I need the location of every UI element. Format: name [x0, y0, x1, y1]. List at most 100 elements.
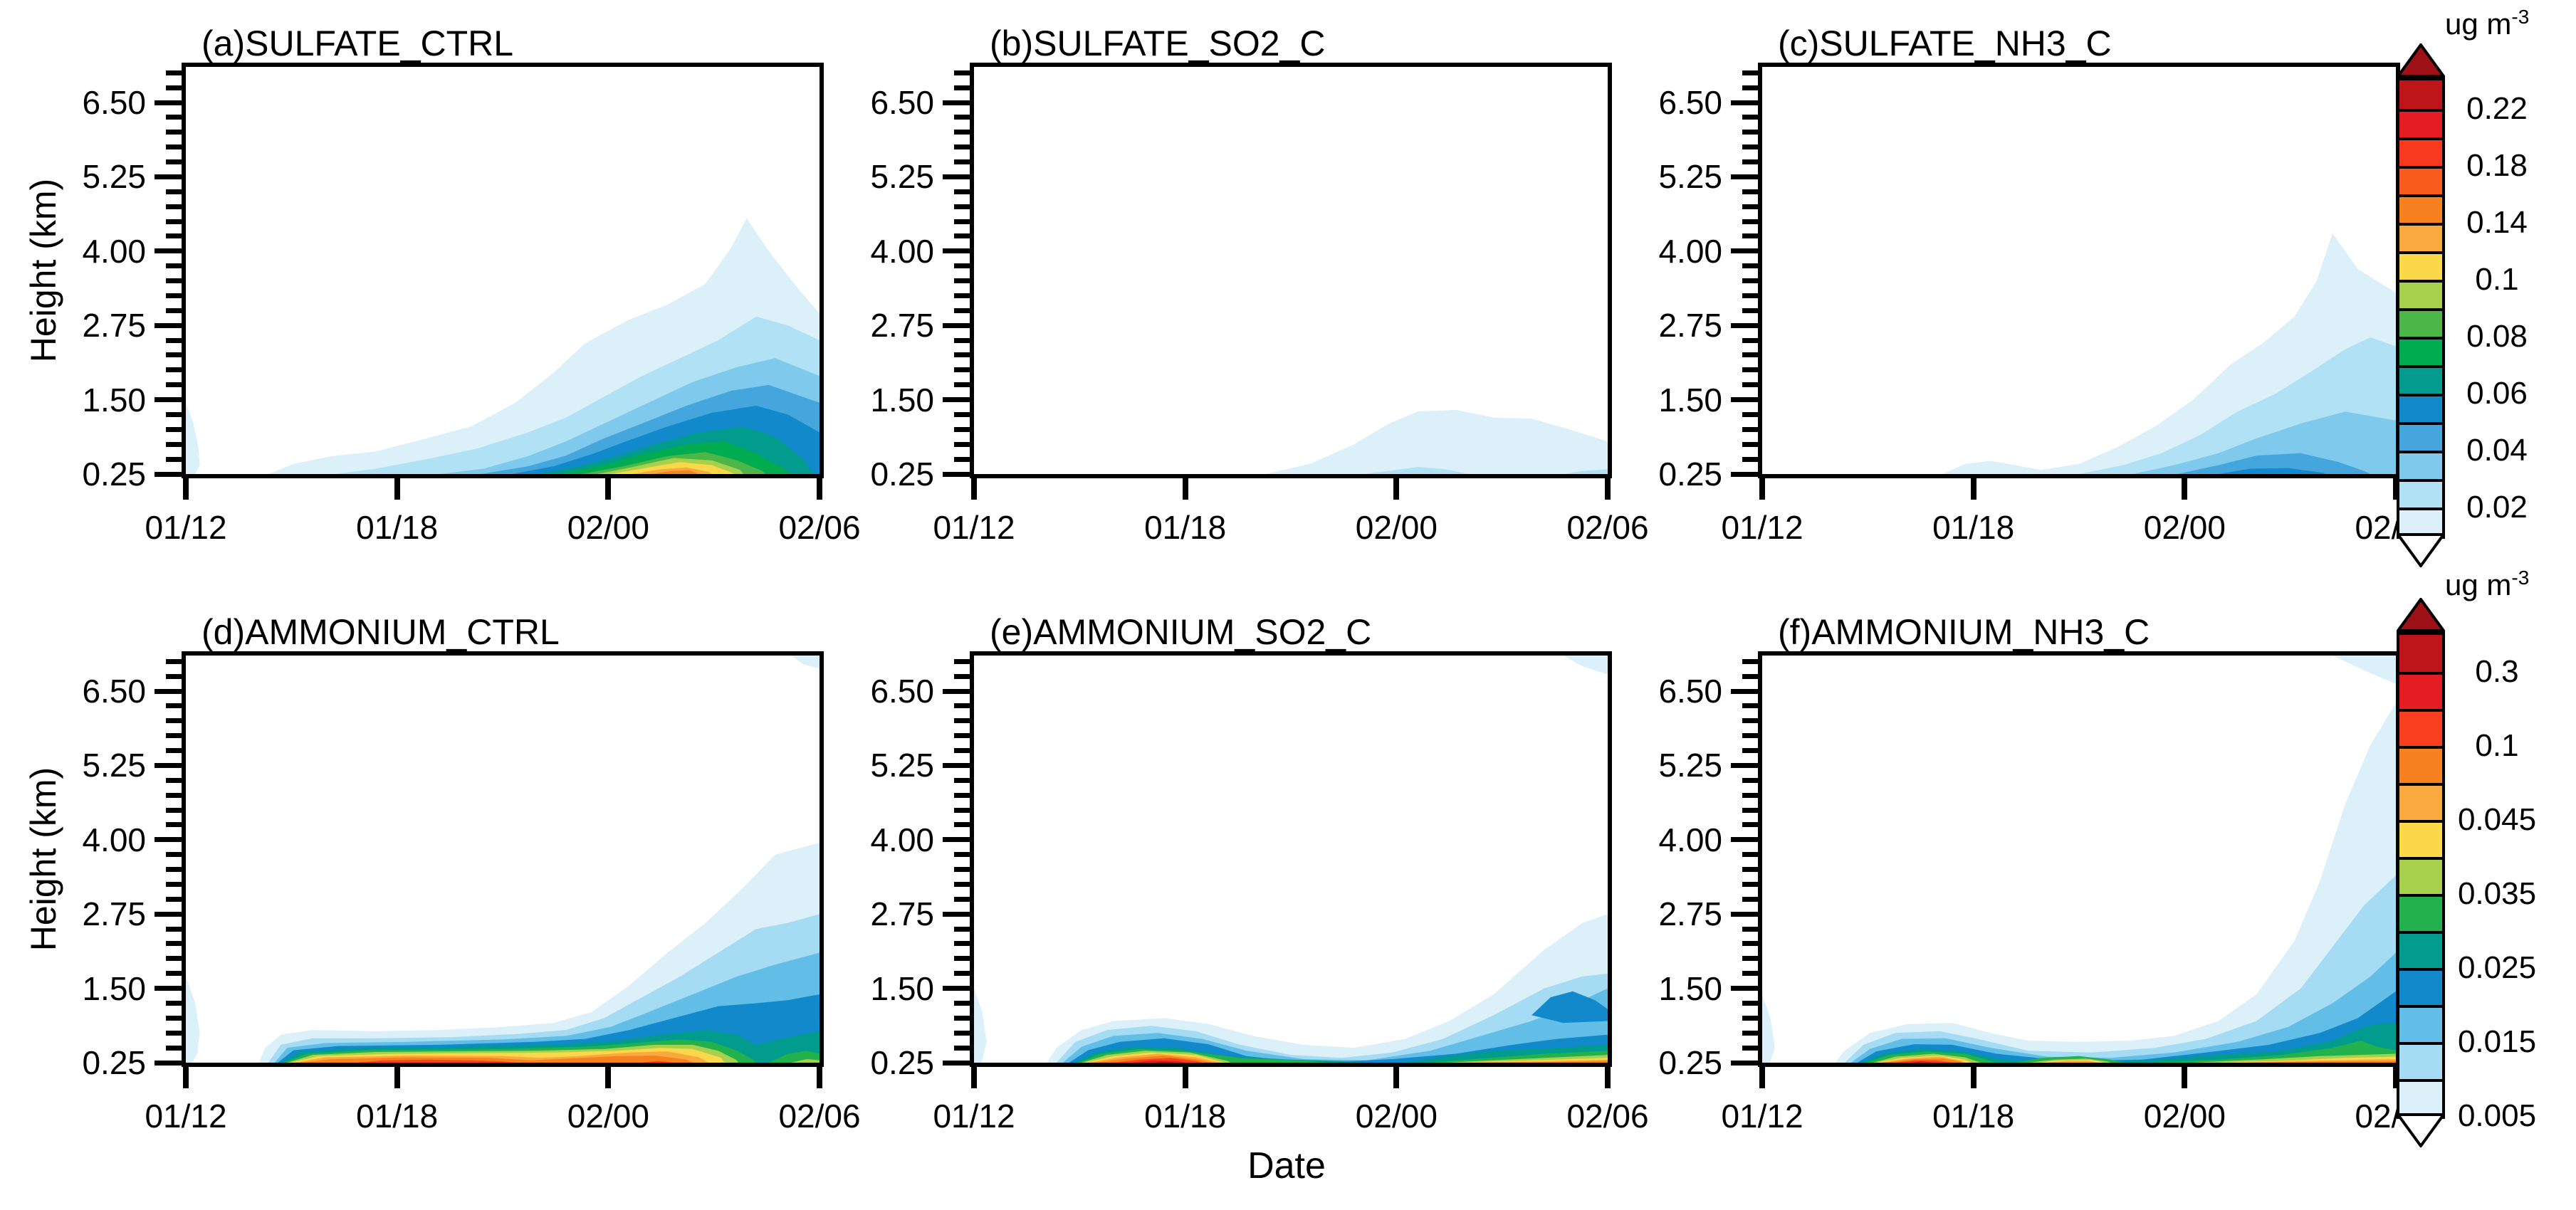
y-minor-tick — [166, 367, 182, 373]
colorbar-segment — [2399, 337, 2442, 365]
y-tick-label: 6.50 — [1658, 84, 1722, 122]
contour-region-ge-0.04 — [2177, 453, 2371, 474]
colorbar-tick-label: 0.1 — [2475, 262, 2519, 297]
x-major-tick — [1182, 1067, 1188, 1088]
colorbar-segment — [2399, 365, 2442, 394]
y-minor-tick — [166, 792, 182, 798]
x-major-tick — [2182, 1067, 2188, 1088]
x-major-tick — [1970, 478, 1976, 500]
y-major-tick — [155, 911, 182, 917]
y-major-tick — [943, 248, 970, 254]
colorbar-segment — [2399, 931, 2442, 968]
x-tick-label: 01/18 — [1144, 509, 1227, 546]
y-minor-tick — [954, 792, 970, 798]
colorbar-unit-label: ug m-3 — [2445, 567, 2529, 602]
y-minor-tick — [166, 189, 182, 194]
y-minor-tick — [1742, 748, 1758, 754]
colorbar-segment — [2399, 194, 2442, 223]
contour-region-ge-0.1 — [642, 1061, 674, 1063]
y-minor-tick — [1742, 411, 1758, 417]
y-major-tick — [943, 174, 970, 179]
contour-region-ge-0.1 — [1113, 1058, 1203, 1063]
x-major-tick — [971, 1067, 977, 1088]
colorbar-tick-label: 0.22 — [2466, 91, 2528, 126]
y-minor-tick — [1742, 307, 1758, 313]
y-tick-label: 4.00 — [870, 821, 934, 858]
colorbar-segment — [2399, 223, 2442, 251]
contour-region-ge-0.01 — [186, 402, 200, 474]
y-tick-label: 1.50 — [870, 969, 934, 1007]
y-minor-tick — [954, 70, 970, 75]
y-major-tick — [943, 837, 970, 843]
x-major-tick — [1393, 1067, 1400, 1088]
x-tick-label: 02/00 — [567, 509, 649, 546]
y-tick-label: 2.75 — [1658, 895, 1722, 933]
y-minor-tick — [166, 85, 182, 90]
colorbar-segment — [2399, 1042, 2442, 1079]
y-minor-tick — [1742, 1045, 1758, 1051]
colorbar-over-arrow-icon — [2397, 598, 2445, 632]
colorbar-segment — [2399, 137, 2442, 166]
colorbar-segment — [2399, 1005, 2442, 1042]
x-tick-label: 02/06 — [778, 1098, 861, 1135]
x-tick-label: 02/06 — [1566, 509, 1649, 546]
y-minor-tick — [954, 1030, 970, 1036]
y-minor-tick — [1742, 896, 1758, 902]
x-axis-label: Date — [1247, 1145, 1326, 1187]
x-major-tick — [971, 478, 977, 500]
contour-region-ge-0.2 — [1132, 1060, 1187, 1063]
y-minor-tick — [954, 748, 970, 754]
contour-plot — [1762, 656, 2396, 1063]
y-tick-label: 2.75 — [82, 307, 146, 344]
x-tick-label: 01/18 — [1144, 1098, 1227, 1135]
y-tick-label: 0.25 — [870, 456, 934, 493]
y-minor-tick — [954, 733, 970, 739]
y-minor-tick — [166, 658, 182, 664]
colorbar-unit-exponent: -3 — [2511, 567, 2530, 589]
y-minor-tick — [166, 926, 182, 932]
y-minor-tick — [166, 456, 182, 462]
y-minor-tick — [1742, 733, 1758, 739]
y-tick-label: 0.25 — [1658, 456, 1722, 493]
y-major-tick — [943, 322, 970, 328]
y-minor-tick — [166, 881, 182, 887]
y-tick-label: 4.00 — [1658, 232, 1722, 270]
y-minor-tick — [166, 867, 182, 873]
y-major-tick — [943, 762, 970, 768]
y-minor-tick — [954, 1045, 970, 1051]
y-minor-tick — [954, 456, 970, 462]
y-minor-tick — [954, 263, 970, 269]
colorbar-tick-label: 0.005 — [2457, 1098, 2537, 1133]
y-major-tick — [1731, 248, 1758, 254]
y-major-tick — [1731, 986, 1758, 991]
panel-title: (d)AMMONIUM_CTRL — [201, 612, 560, 652]
contour-region-ge-0.035 — [790, 1059, 820, 1063]
y-minor-tick — [1742, 941, 1758, 947]
y-major-tick — [943, 397, 970, 403]
x-tick-label: 02/06 — [2355, 509, 2437, 546]
contour-region-ge-0.2 — [1907, 1061, 1935, 1063]
x-tick-label: 02/06 — [1566, 1098, 1649, 1135]
y-minor-tick — [954, 673, 970, 679]
panel-title: (e)AMMONIUM_SO2_C — [990, 612, 1372, 652]
y-major-tick — [1731, 174, 1758, 179]
colorbar-tick-label: 0.035 — [2457, 876, 2537, 911]
y-minor-tick — [1742, 159, 1758, 165]
y-minor-tick — [954, 1015, 970, 1021]
y-minor-tick — [1742, 1015, 1758, 1021]
contour-region-ge-0.005 — [974, 988, 987, 1063]
colorbar-segment — [2399, 394, 2442, 422]
plot-area — [186, 656, 820, 1063]
colorbar-tick-label: 0.025 — [2457, 950, 2537, 985]
x-tick-label: 02/00 — [2143, 509, 2226, 546]
colorbar-tick-label: 0.3 — [2475, 654, 2519, 689]
y-tick-label: 6.50 — [82, 673, 146, 710]
y-minor-tick — [954, 703, 970, 709]
colorbar-tick-label: 0.1 — [2475, 728, 2519, 763]
y-tick-label: 5.25 — [1658, 747, 1722, 784]
colorbar-unit-text: ug m — [2445, 7, 2512, 41]
y-minor-tick — [1742, 352, 1758, 358]
y-major-tick — [1731, 688, 1758, 694]
y-minor-tick — [954, 807, 970, 813]
y-tick-label: 0.25 — [1658, 1044, 1722, 1081]
